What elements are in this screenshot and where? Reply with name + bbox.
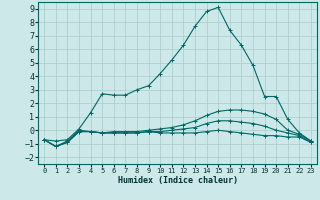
- X-axis label: Humidex (Indice chaleur): Humidex (Indice chaleur): [118, 176, 238, 185]
